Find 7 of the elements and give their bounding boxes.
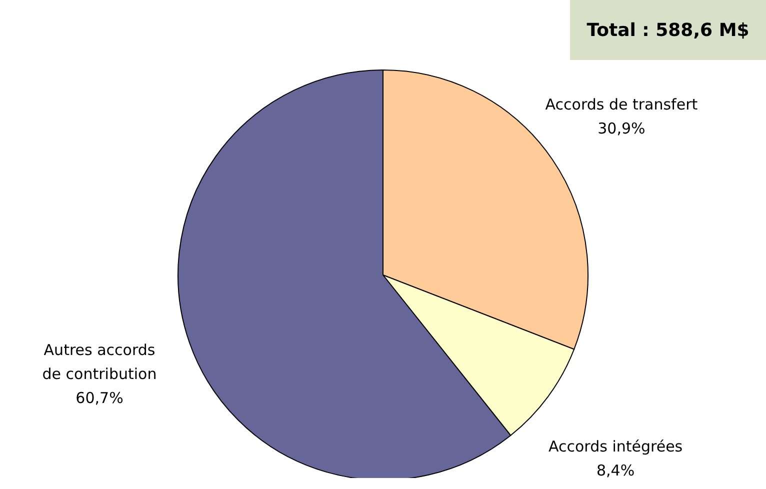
chart-title: Total : 588,6 M$: [570, 0, 766, 60]
slice-label: Accords de transfert: [545, 95, 698, 114]
data-label: 60,7%: [76, 389, 124, 408]
data-label: 8,4%: [596, 462, 635, 480]
slice-label: Accords intégrées: [548, 438, 683, 456]
slice-label: Autres accords de contribution: [42, 341, 157, 384]
data-label: 30,9%: [598, 119, 646, 138]
